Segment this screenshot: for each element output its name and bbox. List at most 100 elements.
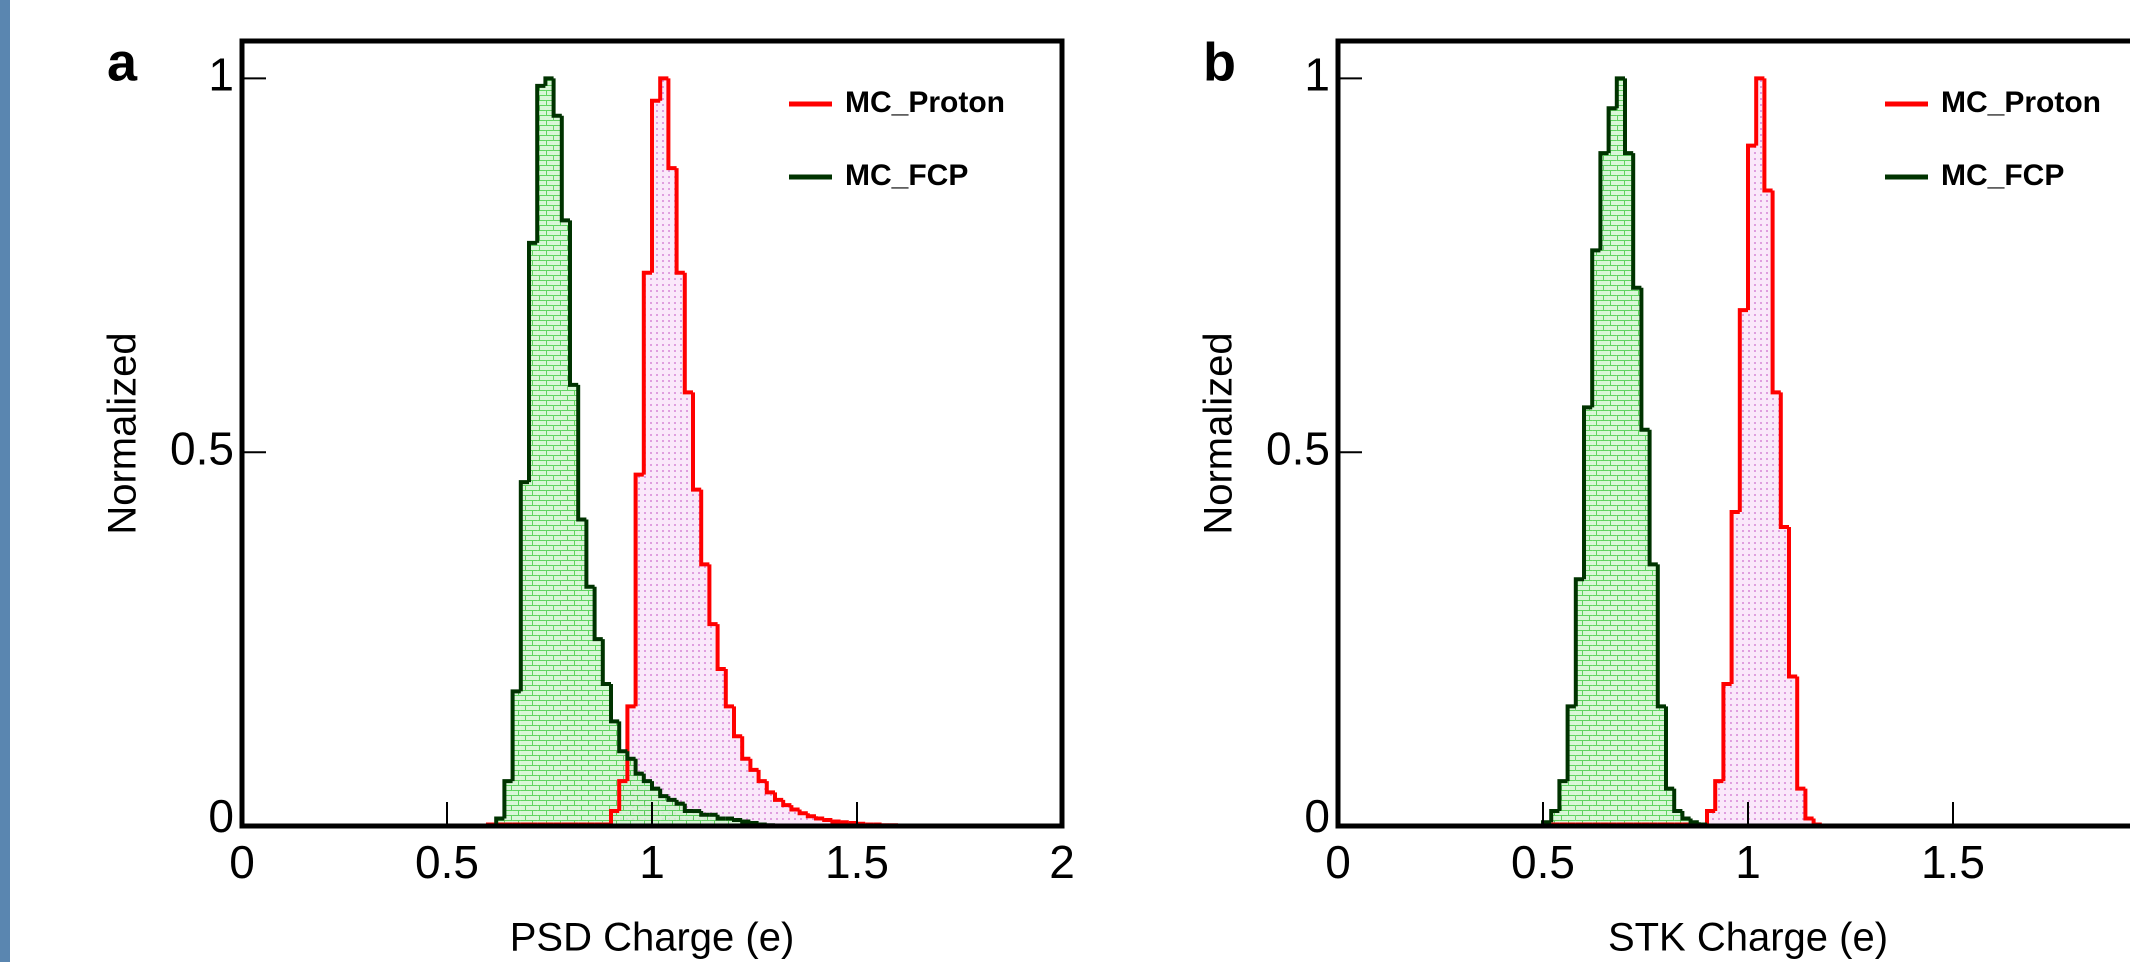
bin-step	[1803, 788, 1814, 821]
bin-step	[1795, 676, 1806, 791]
legend-label: MC_FCP	[845, 159, 968, 192]
bin-fill	[1715, 781, 1724, 826]
bin-fill	[1608, 108, 1617, 827]
bin-step	[600, 639, 611, 686]
bin-step	[699, 811, 710, 817]
bin-step	[715, 624, 726, 671]
bin-fill	[594, 639, 603, 826]
bin-fill	[684, 392, 693, 826]
bin-step	[1631, 153, 1642, 290]
bin-step	[732, 818, 743, 823]
bin-step	[1762, 78, 1773, 193]
bin-fill	[1772, 392, 1781, 826]
bin-step	[584, 519, 595, 589]
bin-fill	[1674, 811, 1683, 826]
bin-fill	[783, 805, 792, 826]
bin-step	[1688, 818, 1699, 825]
bin-fill	[734, 736, 743, 826]
bin-fill	[1633, 287, 1642, 826]
bin-fill	[668, 168, 677, 827]
bin-step	[633, 758, 644, 776]
bin-step	[1754, 76, 1765, 146]
bin-fill	[652, 100, 661, 827]
bin-step	[756, 769, 767, 784]
bin-fill	[717, 669, 726, 826]
bin-step	[576, 384, 587, 522]
bin-step	[1565, 704, 1576, 782]
y-axis-title: Normalized	[101, 332, 145, 534]
panel: 0 0.5 1 1.5 0 0.5 1 STK Charge (e) Normalized b MC…	[1197, 32, 2130, 960]
bin-step	[814, 816, 825, 821]
x-tick-label: 0	[229, 836, 255, 888]
bin-fill	[627, 758, 636, 826]
bin-step	[592, 586, 603, 642]
bin-step	[510, 689, 521, 782]
bin-step	[502, 779, 513, 819]
x-tick-label: 0.5	[415, 836, 479, 888]
bin-step	[764, 781, 775, 795]
bin-fill	[529, 242, 538, 826]
bin-step	[1557, 779, 1568, 812]
bin-step	[1614, 76, 1625, 109]
bin-step	[1549, 809, 1560, 823]
bin-step	[518, 480, 529, 692]
bin-step	[527, 240, 538, 483]
panel-label: b	[1203, 32, 1236, 92]
bin-fill	[734, 820, 743, 826]
bin-step	[568, 220, 579, 387]
bin-fill	[693, 489, 702, 826]
bin-step	[1606, 106, 1617, 154]
bin-step	[641, 773, 652, 784]
x-axis-title: PSD Charge (e)	[510, 916, 795, 960]
bin-step	[740, 736, 751, 761]
bin-step	[1639, 287, 1650, 432]
x-tick-label: 0.5	[1511, 836, 1575, 888]
bin-step	[650, 781, 661, 791]
bin-step	[773, 792, 784, 802]
bin-fill	[652, 788, 661, 826]
bin-step	[781, 799, 792, 808]
bin-step	[682, 272, 693, 395]
bin-step	[805, 813, 816, 819]
bin-fill	[619, 751, 628, 826]
x-tick-label: 2	[1049, 836, 1075, 888]
bin-step	[609, 809, 620, 825]
bin-step	[641, 270, 652, 475]
bin-fill	[643, 781, 652, 826]
bin-step	[707, 564, 718, 627]
bin-fill	[750, 769, 759, 826]
x-tick-label: 1.5	[825, 836, 889, 888]
bin-step	[1680, 811, 1691, 821]
bin-fill	[668, 799, 677, 826]
bin-fill	[725, 818, 734, 826]
x-tick-label: 1.5	[1921, 836, 1985, 888]
bin-fill	[586, 586, 595, 826]
bin-step	[1746, 143, 1757, 311]
bin-fill	[504, 781, 513, 826]
bin-step	[1672, 788, 1683, 814]
bin-fill	[1797, 788, 1806, 826]
bin-fill	[701, 564, 710, 826]
bin-fill	[799, 813, 808, 826]
y-tick-label: 0	[208, 790, 234, 842]
bin-step	[715, 814, 726, 821]
bin-step	[633, 472, 644, 707]
bin-fill	[635, 773, 644, 826]
bin-fill	[1789, 676, 1798, 826]
bin-fill	[1805, 818, 1814, 826]
bin-step	[559, 115, 570, 223]
bin-step	[1647, 429, 1658, 567]
bin-fill	[676, 272, 685, 826]
bin-fill	[816, 818, 825, 826]
bin-fill	[660, 796, 669, 826]
bin-fill	[1584, 407, 1593, 826]
bin-step	[1664, 706, 1675, 791]
bin-fill	[1551, 811, 1560, 826]
bin-step	[822, 818, 833, 823]
bin-fill	[693, 811, 702, 826]
bin-fill	[1707, 811, 1716, 826]
bin-step	[830, 819, 841, 824]
bin-step	[797, 809, 808, 816]
bin-step	[846, 821, 857, 826]
